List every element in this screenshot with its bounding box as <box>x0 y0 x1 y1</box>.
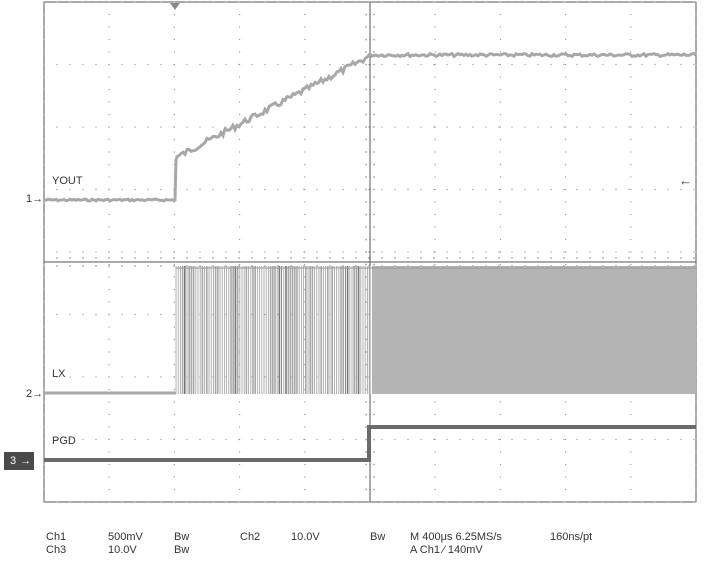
status-trigger: A Ch1 ⁄ 140mV <box>410 544 483 556</box>
status-ch3-bw: Bw <box>174 544 190 556</box>
ch3-marker-number: 3 <box>10 455 17 467</box>
ch2-ground-marker[interactable]: 2→ <box>26 388 43 400</box>
ch1-marker-arrow-icon: → <box>32 193 44 205</box>
status-ch2-bw: Bw <box>370 531 386 543</box>
pgd-label: PGD <box>52 435 76 447</box>
status-ch1-scale: 500mV <box>108 531 143 543</box>
status-timebase: M 400μs 6.25MS/s <box>410 531 502 543</box>
ch1-ground-marker[interactable]: 1→ <box>26 193 43 205</box>
ch3-ground-marker[interactable]: 3 → <box>4 452 34 470</box>
pgd-trace <box>44 425 696 462</box>
status-ch2-scale: 10.0V <box>291 531 320 543</box>
ch1-marker-number: 1 <box>26 193 33 205</box>
status-ch3-scale: 10.0V <box>108 544 137 556</box>
status-resolution: 160ns/pt <box>550 531 593 543</box>
status-ch1-bw: Bw <box>174 531 190 543</box>
status-ch2: Ch2 <box>240 531 261 543</box>
trigger-level-marker[interactable]: ← <box>679 173 692 188</box>
status-ch3: Ch3 <box>46 544 67 556</box>
yout-trace <box>43 51 697 203</box>
yout-label: YOUT <box>52 175 83 187</box>
status-ch1: Ch1 <box>46 531 67 543</box>
ch2-marker-arrow-icon: → <box>32 388 44 400</box>
ch3-marker-arrow-icon: → <box>20 455 32 467</box>
lx-label: LX <box>52 368 66 380</box>
trigger-position-marker[interactable] <box>170 3 180 10</box>
lx-trace <box>44 266 696 395</box>
ch2-marker-number: 2 <box>26 388 33 400</box>
